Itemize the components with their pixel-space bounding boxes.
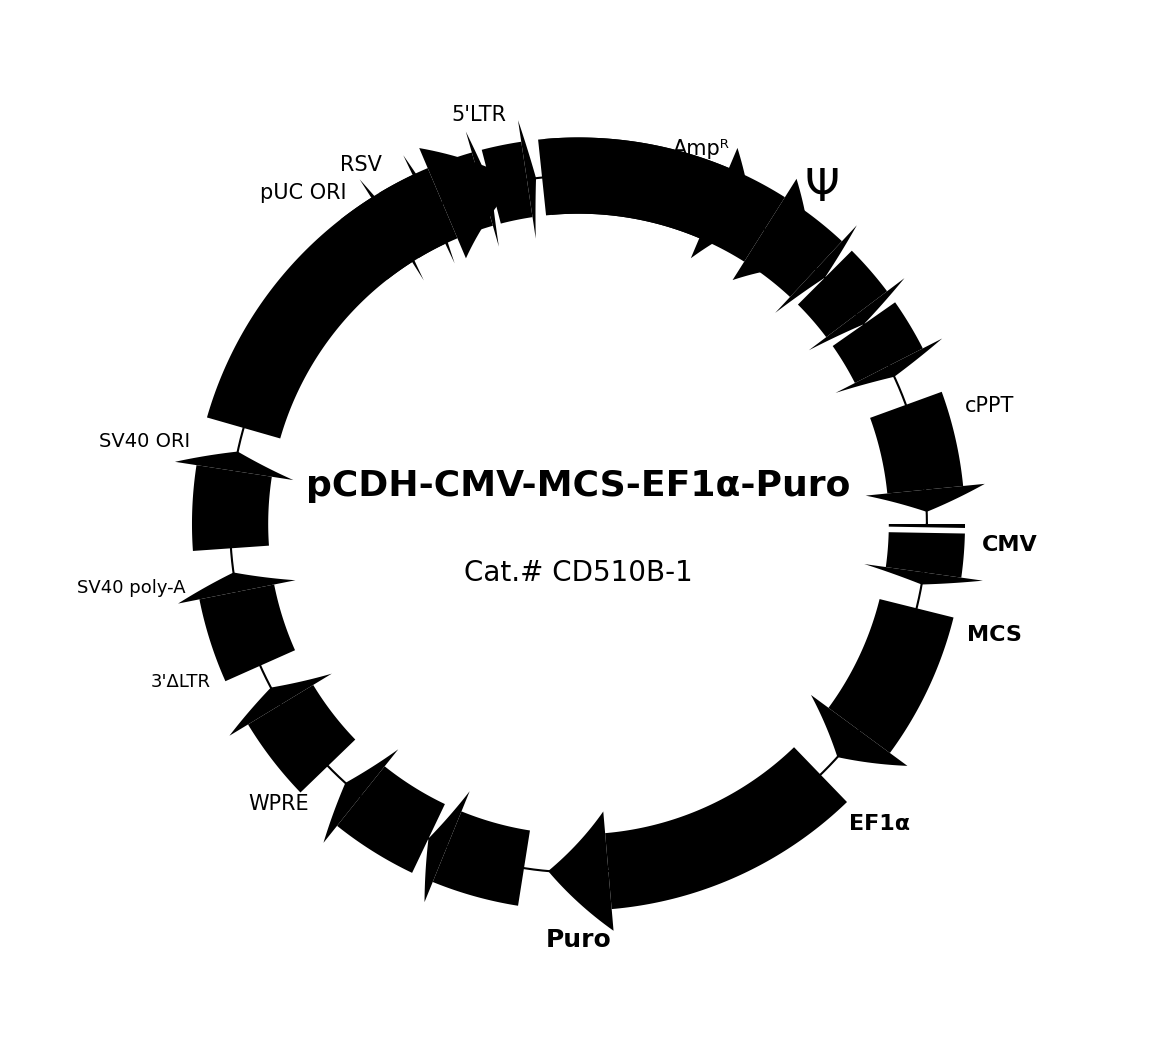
Polygon shape xyxy=(538,137,784,262)
Polygon shape xyxy=(870,392,963,494)
Polygon shape xyxy=(425,791,470,902)
Polygon shape xyxy=(757,208,842,297)
Polygon shape xyxy=(886,524,965,577)
Polygon shape xyxy=(691,148,753,258)
Polygon shape xyxy=(229,674,332,736)
Text: pUC ORI: pUC ORI xyxy=(260,183,347,203)
Polygon shape xyxy=(835,339,942,393)
Polygon shape xyxy=(865,484,985,511)
Polygon shape xyxy=(605,747,847,909)
Text: Ampᴿ: Ampᴿ xyxy=(673,139,730,159)
Polygon shape xyxy=(175,452,294,480)
Polygon shape xyxy=(548,811,613,931)
Polygon shape xyxy=(434,153,493,236)
Text: CMV: CMV xyxy=(982,536,1038,555)
Polygon shape xyxy=(248,685,355,792)
Text: WPRE: WPRE xyxy=(248,794,309,814)
Text: RSV: RSV xyxy=(340,155,382,175)
Text: cPPT: cPPT xyxy=(965,396,1015,416)
Polygon shape xyxy=(466,132,499,246)
Polygon shape xyxy=(864,564,982,585)
Polygon shape xyxy=(809,278,905,350)
Polygon shape xyxy=(360,179,423,281)
Text: Cat.# CD510B-1: Cat.# CD510B-1 xyxy=(464,559,693,587)
Polygon shape xyxy=(811,695,907,766)
Text: EF1α: EF1α xyxy=(849,814,909,834)
Polygon shape xyxy=(178,572,295,604)
Polygon shape xyxy=(207,168,457,438)
Polygon shape xyxy=(828,599,953,752)
Polygon shape xyxy=(199,585,295,681)
Text: Puro: Puro xyxy=(546,929,611,953)
Text: 3'ΔLTR: 3'ΔLTR xyxy=(150,673,211,691)
Polygon shape xyxy=(833,302,923,383)
Text: pCDH-CMV-MCS-EF1α-Puro: pCDH-CMV-MCS-EF1α-Puro xyxy=(307,468,850,503)
Text: SV40 poly-A: SV40 poly-A xyxy=(76,580,185,597)
Polygon shape xyxy=(419,148,518,259)
Polygon shape xyxy=(340,198,412,280)
Polygon shape xyxy=(518,121,536,239)
Polygon shape xyxy=(732,179,811,280)
Polygon shape xyxy=(379,175,445,258)
Text: 5'LTR: 5'LTR xyxy=(451,105,507,125)
Text: SV40 ORI: SV40 ORI xyxy=(98,432,190,451)
Polygon shape xyxy=(433,811,530,905)
Polygon shape xyxy=(337,766,445,873)
Polygon shape xyxy=(481,141,532,223)
Polygon shape xyxy=(192,465,272,551)
Polygon shape xyxy=(798,250,887,337)
Polygon shape xyxy=(404,155,455,263)
Polygon shape xyxy=(775,225,857,313)
Polygon shape xyxy=(324,749,398,843)
Text: Ψ: Ψ xyxy=(804,168,840,211)
Polygon shape xyxy=(545,137,729,238)
Text: MCS: MCS xyxy=(967,626,1022,646)
